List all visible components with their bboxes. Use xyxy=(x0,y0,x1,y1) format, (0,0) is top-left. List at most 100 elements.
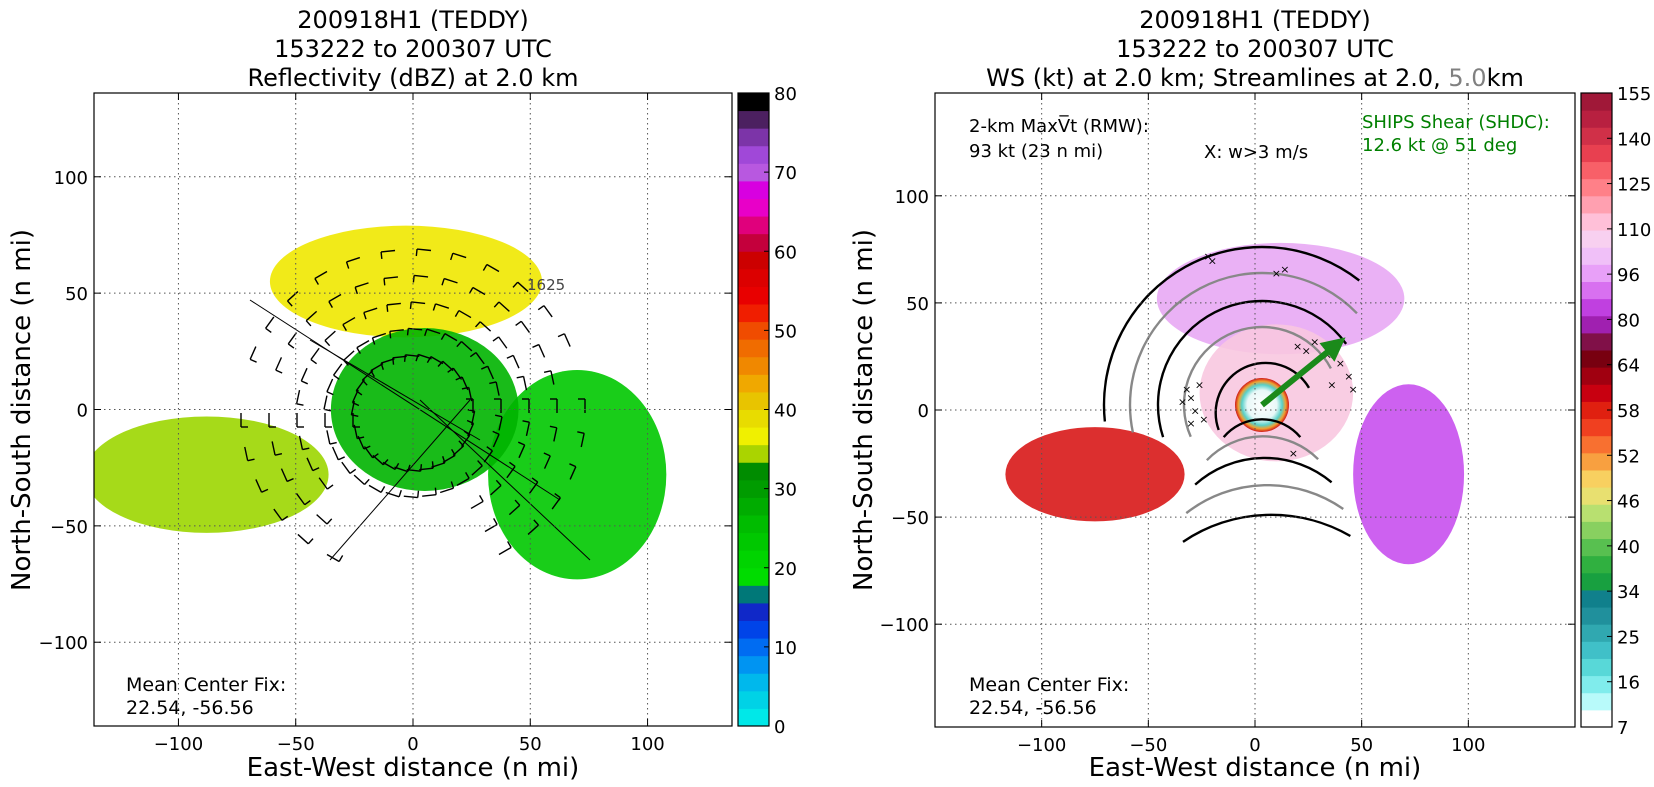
updraft-marker: × xyxy=(1336,357,1345,370)
streamline xyxy=(1185,483,1344,515)
wind-barb-flag xyxy=(247,458,255,462)
y-tick-label: 0 xyxy=(918,401,929,422)
updraft-marker: × xyxy=(1186,417,1195,430)
colorbar-swatch xyxy=(1581,469,1612,488)
colorbar-swatch xyxy=(1581,572,1612,591)
wind-barb-flag xyxy=(354,287,359,295)
x-tick-label: −100 xyxy=(154,734,203,755)
colorbar-swatch xyxy=(1581,487,1612,505)
streamline xyxy=(1194,456,1333,486)
wind-barb xyxy=(353,474,365,486)
wind-barb xyxy=(518,444,526,459)
wind-barb xyxy=(287,332,298,345)
flight-track xyxy=(249,299,561,501)
colorbar-swatch xyxy=(738,391,769,410)
wind-barb xyxy=(452,445,465,456)
field-region-north-band xyxy=(1156,242,1405,355)
left-center-fix-value: 22.54, -56.56 xyxy=(126,697,254,719)
wind-barb-flag xyxy=(383,278,386,286)
streamline xyxy=(1182,325,1332,438)
left-center-fix-label: Mean Center Fix: xyxy=(126,674,286,696)
right-xlabel: East-West distance (n mi) xyxy=(1089,753,1422,783)
colorbar-swatch xyxy=(738,356,769,375)
colorbar-swatch xyxy=(738,673,769,692)
wind-barb-flag xyxy=(482,264,488,271)
wind-barb xyxy=(460,434,471,447)
colorbar-label: 80 xyxy=(1617,310,1640,331)
wind-barb xyxy=(328,293,342,303)
colorbar-swatch xyxy=(738,233,769,252)
field-region-west-arm xyxy=(94,416,329,533)
wind-barb xyxy=(522,376,528,391)
colorbar-label: 46 xyxy=(1617,492,1640,513)
left-title-line1: 200918H1 (TEDDY) xyxy=(297,6,528,34)
colorbar-swatch xyxy=(738,216,769,235)
wind-barb xyxy=(498,416,503,431)
wind-barb-flag xyxy=(461,386,469,390)
colorbar-label: 96 xyxy=(1617,265,1640,286)
wind-barb xyxy=(357,435,365,450)
wind-barb-flag xyxy=(481,365,488,370)
colorbar-swatch xyxy=(738,602,769,621)
colorbar-label: 30 xyxy=(774,480,797,501)
wind-barb xyxy=(295,389,301,404)
wind-barb-flag xyxy=(386,304,389,312)
colorbar-swatch xyxy=(738,163,769,182)
wind-barb xyxy=(370,363,384,372)
wind-barb xyxy=(300,367,308,382)
x-tick-label: 0 xyxy=(1249,735,1260,756)
wind-barb xyxy=(486,263,500,273)
wind-barb-flag xyxy=(380,485,386,493)
streamline xyxy=(1222,418,1302,438)
colorbar-swatch xyxy=(738,638,769,657)
wind-barb xyxy=(525,422,531,437)
wind-barb-flag xyxy=(296,403,304,406)
wind-barb-flag xyxy=(531,477,539,483)
wind-barb xyxy=(422,493,437,497)
colorbar-swatch xyxy=(1581,195,1612,214)
colorbar-swatch xyxy=(1581,452,1612,471)
colorbar-label: 64 xyxy=(1617,356,1640,377)
wind-barb-flag xyxy=(434,487,437,495)
wind-barb-flag xyxy=(426,356,432,364)
wind-barb xyxy=(461,376,469,391)
reflectivity-panel: 200918H1 (TEDDY) 153222 to 200307 UTC Re… xyxy=(7,6,797,783)
x-tick-label: 0 xyxy=(407,734,418,755)
wind-barb xyxy=(392,355,407,359)
streamline xyxy=(1205,435,1319,461)
wind-barb-flag xyxy=(432,303,437,311)
colorbar-label: 40 xyxy=(774,401,797,422)
wind-barb-flag xyxy=(467,409,475,412)
wind-barb xyxy=(520,320,531,334)
wind-barb xyxy=(323,395,328,410)
wind-barb-flag xyxy=(516,375,524,379)
wind-barb xyxy=(249,346,257,360)
wind-barb xyxy=(386,302,401,306)
colorbar-label: 50 xyxy=(774,321,797,342)
updraft-marker: × xyxy=(1327,379,1336,392)
colorbar-swatch xyxy=(1581,538,1612,557)
right-colorbar: 155 140 125 110 96 80 64 58 52 46 40 34 25 16 7 xyxy=(1580,84,1651,739)
wind-barb-flag xyxy=(493,518,498,525)
colorbar-label: 80 xyxy=(774,84,797,105)
wind-barb xyxy=(295,492,306,506)
colorbar-swatch xyxy=(738,374,769,393)
colorbar-label: 155 xyxy=(1617,84,1651,105)
colorbar-swatch xyxy=(738,462,769,481)
colorbar-label: 20 xyxy=(774,559,797,580)
left-grid xyxy=(94,93,732,726)
colorbar-label: 16 xyxy=(1617,673,1640,694)
colorbar-swatch xyxy=(1581,127,1612,145)
wind-barb xyxy=(418,353,432,360)
wind-barb-flag xyxy=(249,358,257,363)
wind-barb xyxy=(527,524,539,535)
colorbar-swatch xyxy=(1581,247,1612,265)
wind-barb-flag xyxy=(312,467,320,472)
x-tick-label: 50 xyxy=(519,734,542,755)
wind-barb xyxy=(318,477,328,490)
wind-barb xyxy=(403,495,418,499)
wind-barb-flag xyxy=(456,341,462,348)
wind-barb xyxy=(255,479,263,493)
colorbar-swatch xyxy=(738,304,769,323)
right-title-line2: 153222 to 200307 UTC xyxy=(1116,35,1394,63)
